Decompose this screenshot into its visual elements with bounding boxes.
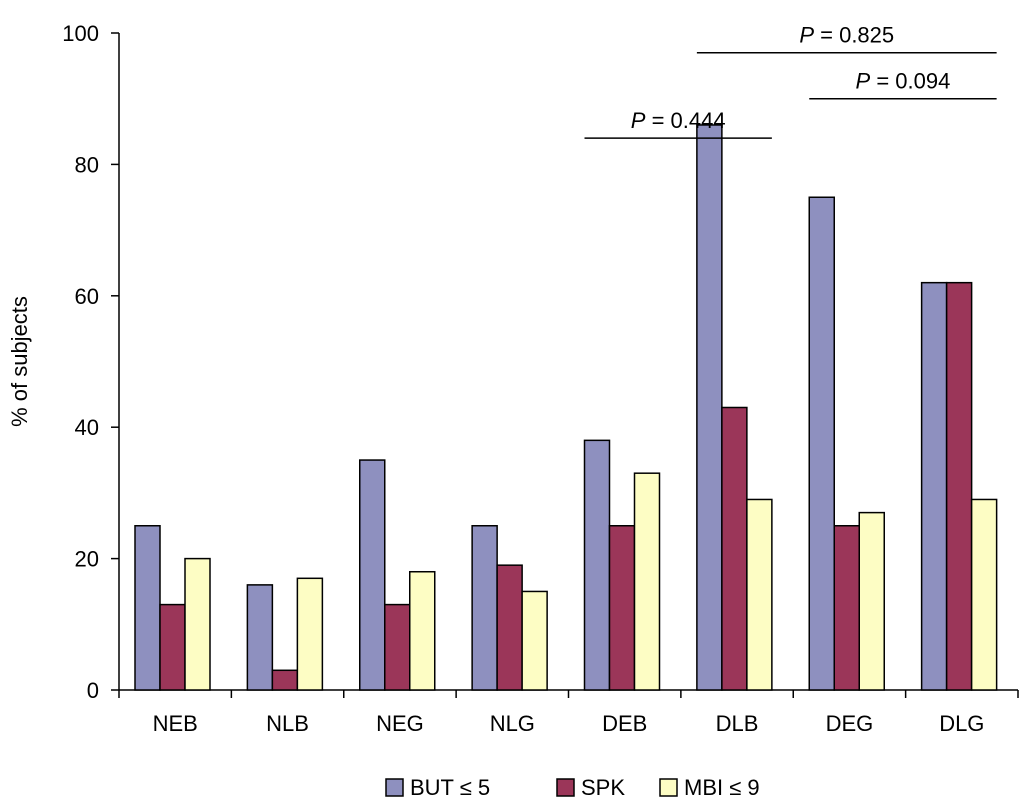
legend-label: SPK — [581, 775, 625, 800]
y-tick-label: 0 — [87, 678, 99, 703]
bar — [583, 439, 611, 691]
bar — [384, 603, 411, 691]
legend-label: BUT ≤ 5 — [410, 775, 490, 800]
bar — [359, 459, 386, 691]
x-tick-label: NLG — [490, 711, 535, 736]
bar — [696, 124, 723, 691]
x-tick-label: DLG — [939, 711, 984, 736]
bar — [858, 511, 885, 691]
y-tick-label: 80 — [75, 152, 99, 177]
bar — [945, 281, 973, 691]
annotation-label: P = 0.444 — [631, 108, 726, 133]
annotations: P = 0.444 P = 0.825 P = 0.094 — [584, 23, 997, 139]
bar — [808, 196, 835, 691]
bar — [296, 577, 324, 691]
x-tick-label: DEG — [826, 711, 874, 736]
bar — [409, 570, 436, 691]
x-tick-label: DLB — [716, 711, 759, 736]
bars — [134, 124, 998, 691]
annotation-label: P = 0.094 — [856, 69, 951, 94]
x-tick-label: NLB — [266, 711, 309, 736]
bar — [721, 406, 748, 691]
bar — [833, 525, 860, 691]
y-tick-label: 60 — [75, 284, 99, 309]
y-axis-title: % of subjects — [7, 296, 32, 427]
bar — [746, 498, 773, 691]
x-tick-label: NEG — [376, 711, 424, 736]
bar — [920, 281, 948, 691]
bar — [159, 603, 186, 691]
bar — [970, 498, 998, 691]
legend: BUT ≤ 5 SPK MBI ≤ 9 — [385, 775, 760, 800]
bar — [496, 564, 523, 691]
bar — [184, 557, 211, 691]
y-tick-label: 100 — [62, 21, 99, 46]
legend-label: MBI ≤ 9 — [684, 775, 760, 800]
y-tick-label: 40 — [75, 415, 99, 440]
annotation-label: P = 0.825 — [799, 23, 894, 48]
bar — [246, 584, 274, 691]
bar — [471, 525, 498, 691]
y-tick-label: 20 — [75, 547, 99, 572]
x-tick-label: DEB — [602, 711, 647, 736]
legend-swatch — [556, 778, 575, 797]
legend-swatch — [385, 778, 404, 797]
bar — [134, 525, 161, 691]
x-tick-label: NEB — [153, 711, 198, 736]
bar — [271, 669, 299, 691]
axes: 0 20 40 60 80 100 NEB NLB NEG NLG DEB DLB DEG DLG — [62, 21, 1019, 736]
bar — [521, 590, 548, 691]
legend-swatch — [659, 778, 678, 797]
bar — [608, 525, 636, 691]
bar — [633, 472, 661, 691]
